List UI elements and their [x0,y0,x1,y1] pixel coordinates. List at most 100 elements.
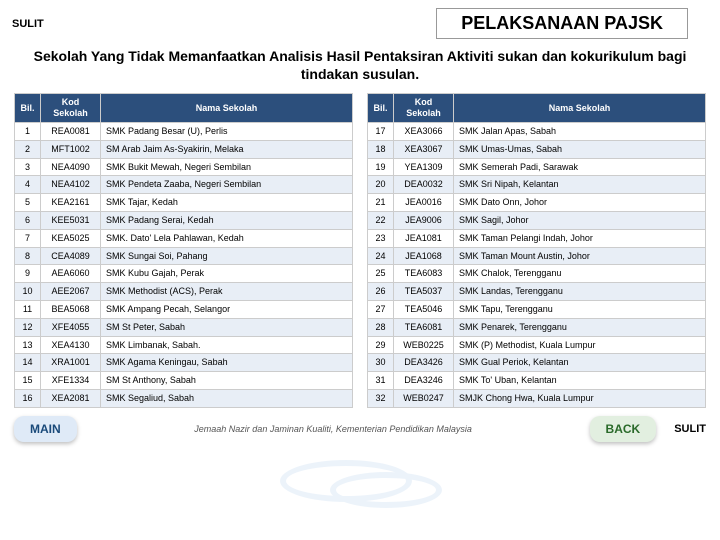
table-row: 31DEA3246SMK To' Uban, Kelantan [368,372,706,390]
cell-kod: DEA3246 [394,372,454,390]
cell-bil: 32 [368,389,394,407]
table-row: 8CEA4089SMK Sungai Soi, Pahang [15,247,353,265]
cell-kod: WEB0247 [394,389,454,407]
cell-kod: AEA6060 [41,265,101,283]
cell-bil: 23 [368,229,394,247]
table-row: 25TEA6083SMK Chalok, Terengganu [368,265,706,283]
cell-nama: SMK Bukit Mewah, Negeri Sembilan [101,158,353,176]
cell-nama: SMK Kubu Gajah, Perak [101,265,353,283]
cell-bil: 13 [15,336,41,354]
schools-table-right: Bil. Kod Sekolah Nama Sekolah 17XEA3066S… [367,93,706,407]
table-row: 6KEE5031SMK Padang Serai, Kedah [15,211,353,229]
cell-bil: 1 [15,122,41,140]
background-decoration [280,460,440,500]
table-row: 24JEA1068SMK Taman Mount Austin, Johor [368,247,706,265]
cell-nama: SMK Padang Besar (U), Perlis [101,122,353,140]
cell-bil: 4 [15,176,41,194]
cell-kod: TEA5046 [394,300,454,318]
tables-container: Bil. Kod Sekolah Nama Sekolah 1REA0081SM… [0,93,720,407]
cell-kod: TEA6081 [394,318,454,336]
table-row: 15XFE1334SM St Anthony, Sabah [15,372,353,390]
cell-kod: TEA6083 [394,265,454,283]
cell-kod: AEE2067 [41,283,101,301]
cell-kod: TEA5037 [394,283,454,301]
col-kod: Kod Sekolah [41,94,101,123]
table-row: 32WEB0247SMJK Chong Hwa, Kuala Lumpur [368,389,706,407]
table-row: 3NEA4090SMK Bukit Mewah, Negeri Sembilan [15,158,353,176]
cell-bil: 27 [368,300,394,318]
cell-nama: SM St Peter, Sabah [101,318,353,336]
cell-kod: XEA3066 [394,122,454,140]
cell-nama: SMK Taman Mount Austin, Johor [454,247,706,265]
cell-kod: XEA4130 [41,336,101,354]
cell-bil: 7 [15,229,41,247]
cell-bil: 28 [368,318,394,336]
table-row: 7KEA5025SMK. Dato' Lela Pahlawan, Kedah [15,229,353,247]
cell-kod: JEA9006 [394,211,454,229]
table-row: 13XEA4130SMK Limbanak, Sabah. [15,336,353,354]
schools-table-left: Bil. Kod Sekolah Nama Sekolah 1REA0081SM… [14,93,353,407]
cell-kod: XEA3067 [394,140,454,158]
cell-kod: XFE1334 [41,372,101,390]
table-row: 18XEA3067SMK Umas-Umas, Sabah [368,140,706,158]
cell-bil: 11 [15,300,41,318]
table-row: 5KEA2161SMK Tajar, Kedah [15,194,353,212]
cell-bil: 20 [368,176,394,194]
cell-nama: SMK To' Uban, Kelantan [454,372,706,390]
table-row: 20DEA0032SMK Sri Nipah, Kelantan [368,176,706,194]
sulit-label-bottom: SULIT [674,423,706,435]
cell-kod: XFE4055 [41,318,101,336]
cell-nama: SMK Dato Onn, Johor [454,194,706,212]
cell-nama: SMK Sungai Soi, Pahang [101,247,353,265]
table-row: 30DEA3426SMK Gual Periok, Kelantan [368,354,706,372]
cell-nama: SMK Chalok, Terengganu [454,265,706,283]
cell-bil: 31 [368,372,394,390]
cell-bil: 19 [368,158,394,176]
table-row: 29WEB0225SMK (P) Methodist, Kuala Lumpur [368,336,706,354]
cell-bil: 3 [15,158,41,176]
cell-nama: SMJK Chong Hwa, Kuala Lumpur [454,389,706,407]
cell-bil: 22 [368,211,394,229]
table-row: 12XFE4055SM St Peter, Sabah [15,318,353,336]
table-row: 23JEA1081SMK Taman Pelangi Indah, Johor [368,229,706,247]
table-row: 2MFT1002SM Arab Jaim As-Syakirin, Melaka [15,140,353,158]
cell-kod: DEA0032 [394,176,454,194]
cell-kod: KEA2161 [41,194,101,212]
subtitle: Sekolah Yang Tidak Memanfaatkan Analisis… [0,41,720,93]
cell-bil: 2 [15,140,41,158]
cell-kod: XEA2081 [41,389,101,407]
table-row: 28TEA6081SMK Penarek, Terengganu [368,318,706,336]
col-bil: Bil. [15,94,41,123]
table-row: 9AEA6060SMK Kubu Gajah, Perak [15,265,353,283]
cell-nama: SMK Jalan Apas, Sabah [454,122,706,140]
table-row: 1REA0081SMK Padang Besar (U), Perlis [15,122,353,140]
cell-kod: NEA4090 [41,158,101,176]
cell-kod: XRA1001 [41,354,101,372]
cell-bil: 6 [15,211,41,229]
table-row: 21JEA0016SMK Dato Onn, Johor [368,194,706,212]
table-row: 16XEA2081SMK Segaliud, Sabah [15,389,353,407]
cell-nama: SMK Sri Nipah, Kelantan [454,176,706,194]
cell-bil: 21 [368,194,394,212]
col-nama: Nama Sekolah [101,94,353,123]
cell-bil: 17 [368,122,394,140]
cell-nama: SMK Gual Periok, Kelantan [454,354,706,372]
cell-kod: WEB0225 [394,336,454,354]
cell-bil: 24 [368,247,394,265]
cell-bil: 10 [15,283,41,301]
cell-bil: 26 [368,283,394,301]
cell-nama: SMK Methodist (ACS), Perak [101,283,353,301]
back-button[interactable]: BACK [590,416,657,442]
cell-kod: KEA5025 [41,229,101,247]
cell-kod: MFT1002 [41,140,101,158]
main-button[interactable]: MAIN [14,416,77,442]
cell-nama: SMK Landas, Terengganu [454,283,706,301]
table-row: 14XRA1001SMK Agama Keningau, Sabah [15,354,353,372]
page-title: PELAKSANAAN PAJSK [436,8,688,39]
table-row: 11BEA5068SMK Ampang Pecah, Selangor [15,300,353,318]
col-nama: Nama Sekolah [454,94,706,123]
cell-nama: SMK Tapu, Terengganu [454,300,706,318]
col-bil: Bil. [368,94,394,123]
cell-nama: SMK Sagil, Johor [454,211,706,229]
cell-nama: SMK Penarek, Terengganu [454,318,706,336]
